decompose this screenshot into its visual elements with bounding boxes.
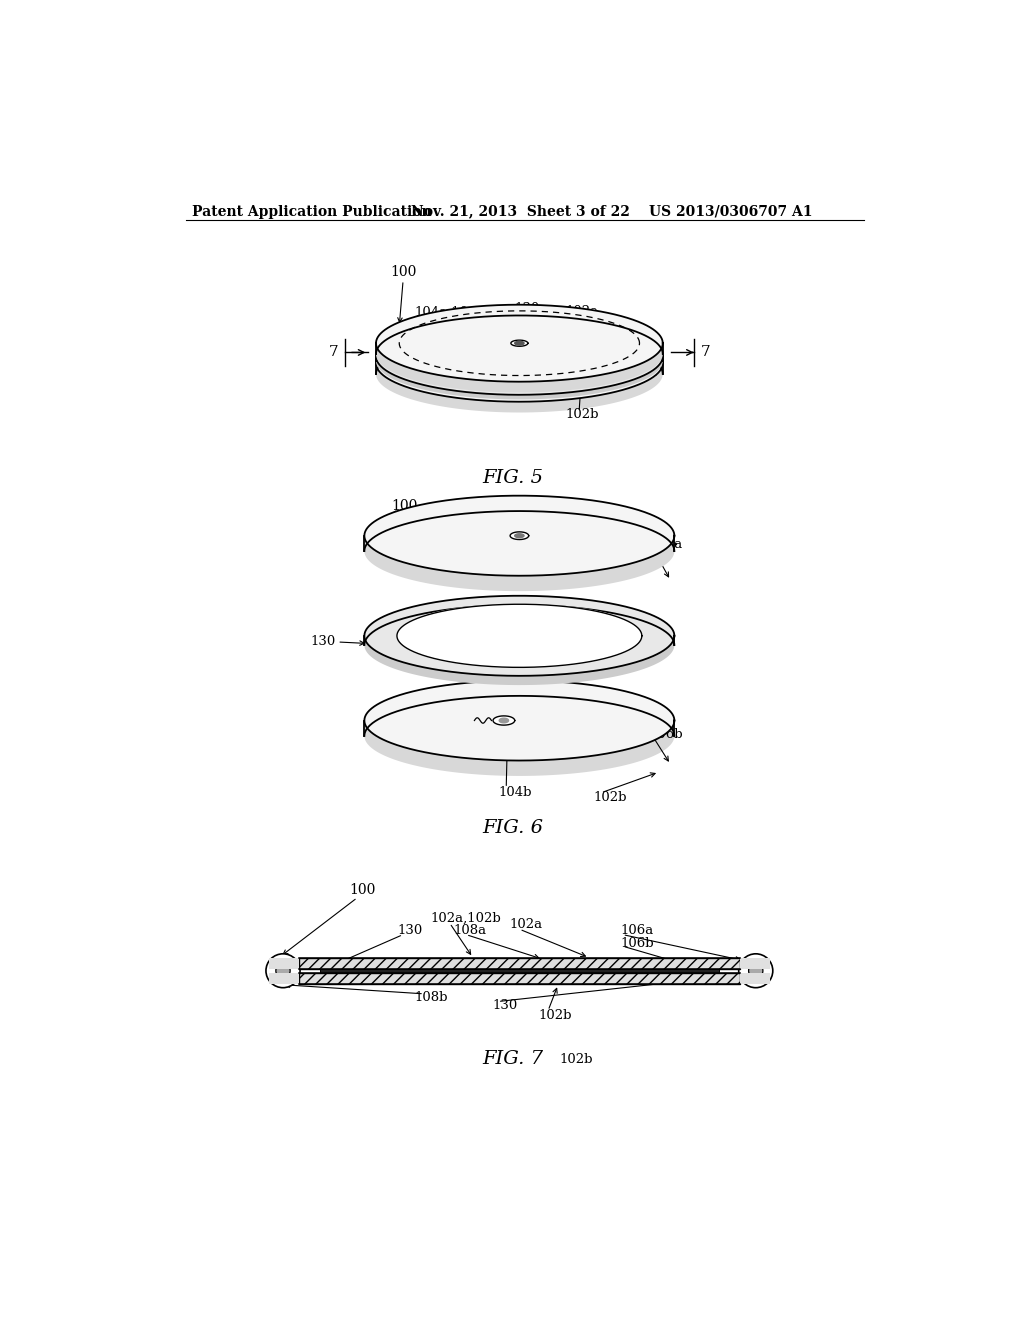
Polygon shape xyxy=(365,721,675,776)
Text: 100: 100 xyxy=(391,499,418,513)
Circle shape xyxy=(266,954,300,987)
Text: 106b: 106b xyxy=(621,936,653,949)
Polygon shape xyxy=(740,973,770,983)
Text: 108b: 108b xyxy=(415,991,449,1005)
Text: 104b: 104b xyxy=(499,787,531,800)
Text: 102a: 102a xyxy=(509,917,543,931)
Polygon shape xyxy=(299,958,740,969)
Text: Nov. 21, 2013  Sheet 3 of 22: Nov. 21, 2013 Sheet 3 of 22 xyxy=(411,205,630,219)
Text: 130: 130 xyxy=(493,999,517,1012)
Polygon shape xyxy=(515,342,524,345)
Text: 100: 100 xyxy=(390,265,417,280)
Text: 130: 130 xyxy=(397,924,423,937)
Polygon shape xyxy=(365,496,675,576)
Circle shape xyxy=(275,964,290,978)
Text: 130: 130 xyxy=(514,302,540,315)
Polygon shape xyxy=(511,341,528,346)
Polygon shape xyxy=(376,363,663,412)
Text: 106b: 106b xyxy=(649,727,683,741)
Text: 130: 130 xyxy=(310,635,336,648)
Text: 100: 100 xyxy=(349,883,375,896)
Polygon shape xyxy=(269,973,299,983)
Text: 102a: 102a xyxy=(553,511,586,524)
Text: FIG. 6: FIG. 6 xyxy=(482,820,544,837)
Polygon shape xyxy=(299,973,740,983)
Polygon shape xyxy=(510,532,528,540)
Text: 102b: 102b xyxy=(539,1008,572,1022)
Polygon shape xyxy=(269,958,299,969)
Text: 7: 7 xyxy=(329,346,338,359)
Polygon shape xyxy=(740,958,770,969)
Text: 106a: 106a xyxy=(621,924,653,937)
Text: 104a,104b: 104a,104b xyxy=(415,306,485,319)
Polygon shape xyxy=(321,969,719,973)
Text: Patent Application Publication: Patent Application Publication xyxy=(191,205,431,219)
Text: 108a: 108a xyxy=(403,516,436,529)
Text: 102a,102b: 102a,102b xyxy=(430,912,501,925)
Polygon shape xyxy=(365,636,675,685)
Circle shape xyxy=(749,964,763,978)
Polygon shape xyxy=(376,325,663,401)
Polygon shape xyxy=(493,715,515,725)
Text: 104a: 104a xyxy=(454,513,486,527)
Polygon shape xyxy=(365,681,675,760)
Polygon shape xyxy=(397,605,642,668)
Polygon shape xyxy=(376,356,663,400)
Text: 102b: 102b xyxy=(593,791,627,804)
Polygon shape xyxy=(365,595,675,676)
Polygon shape xyxy=(500,718,509,723)
Polygon shape xyxy=(376,305,663,381)
Polygon shape xyxy=(365,536,675,591)
Polygon shape xyxy=(376,343,663,392)
Circle shape xyxy=(738,954,773,987)
Text: FIG. 5: FIG. 5 xyxy=(482,469,544,487)
Text: US 2013/0306707 A1: US 2013/0306707 A1 xyxy=(649,205,812,219)
Text: 108b: 108b xyxy=(400,721,434,733)
Polygon shape xyxy=(515,533,524,537)
Text: 106a: 106a xyxy=(649,539,683,552)
Text: 102a: 102a xyxy=(566,305,599,318)
Polygon shape xyxy=(376,318,663,395)
Text: 102b: 102b xyxy=(560,1053,593,1065)
Text: 7: 7 xyxy=(700,346,711,359)
Text: 102b: 102b xyxy=(566,408,599,421)
Text: 108a: 108a xyxy=(454,924,486,937)
Text: FIG. 7: FIG. 7 xyxy=(482,1051,544,1068)
